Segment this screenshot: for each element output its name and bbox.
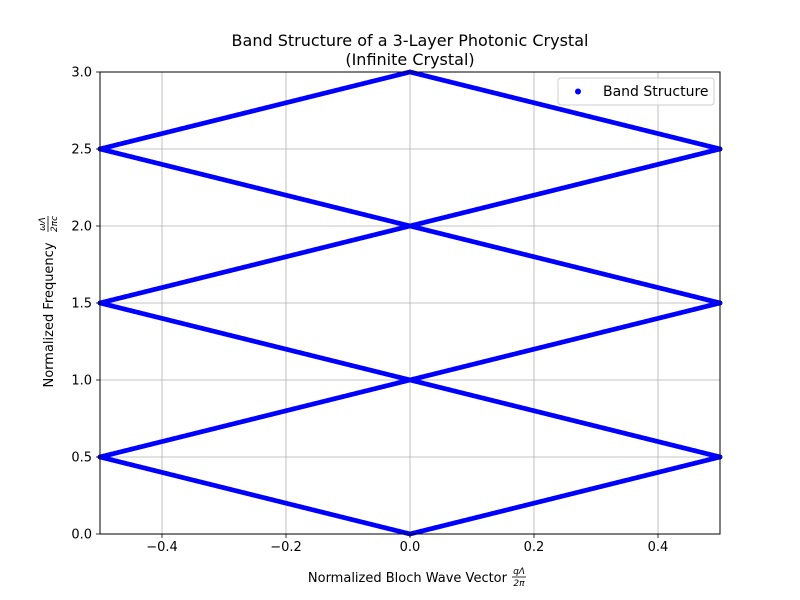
y-tick-label: 2.5 — [71, 143, 92, 158]
chart-subtitle: (Infinite Crystal) — [345, 50, 474, 69]
legend-marker — [575, 88, 581, 95]
y-axis-label: Normalized Frequency ωΛ 2πc — [38, 216, 60, 388]
y-tick-label: 0.5 — [71, 451, 92, 466]
x-axis-label: Normalized Bloch Wave Vector qΛ 2π — [308, 567, 526, 589]
x-axis-label-num: qΛ — [513, 567, 525, 577]
chart-title: Band Structure of a 3-Layer Photonic Cry… — [232, 31, 589, 50]
legend-entry-band-structure: Band Structure — [603, 84, 709, 100]
y-tick-label: 2.0 — [71, 220, 92, 235]
y-tick-label: 3.0 — [71, 66, 92, 81]
x-tick-label: 0.4 — [648, 540, 669, 555]
y-ticks: 0.0 0.5 1.0 1.5 2.0 2.5 3.0 — [71, 66, 100, 543]
y-tick-label: 0.0 — [71, 528, 92, 543]
x-axis-label-den: 2π — [513, 579, 525, 589]
y-tick-label: 1.0 — [71, 374, 92, 389]
x-tick-label: −0.4 — [146, 540, 178, 555]
y-axis-label-num: ωΛ — [38, 217, 48, 231]
x-tick-label: 0.0 — [400, 540, 421, 555]
x-tick-label: −0.2 — [270, 540, 302, 555]
x-ticks: −0.4 −0.2 0.0 0.2 0.4 — [146, 534, 668, 555]
grid-lines — [100, 71, 720, 535]
x-tick-label: 0.2 — [524, 540, 545, 555]
y-tick-label: 1.5 — [71, 297, 92, 312]
y-axis-label-text: Normalized Frequency — [42, 242, 57, 387]
legend: Band Structure — [557, 77, 715, 106]
data-points — [97, 69, 723, 537]
legend-box — [557, 77, 715, 106]
y-axis-label-den: 2πc — [50, 216, 60, 232]
x-axis-label-text: Normalized Bloch Wave Vector — [308, 571, 508, 586]
